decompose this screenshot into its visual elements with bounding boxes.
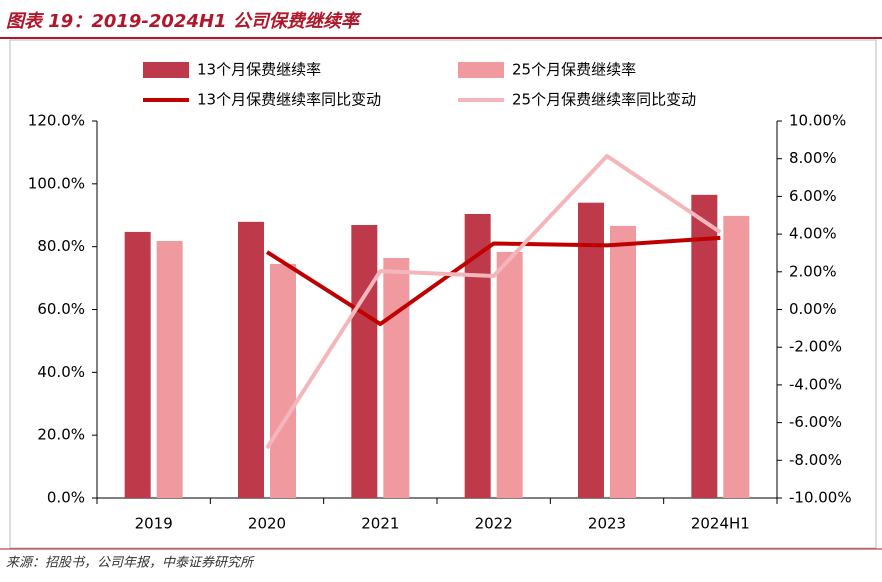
y2-tick-label: -6.00% [789,413,842,431]
line [265,235,721,327]
bar [578,202,604,498]
x-tick-label: 2019 [135,515,173,533]
y2-tick-label: -4.00% [789,375,842,393]
chart-frame [9,39,877,549]
legend-swatch [458,62,504,78]
x-tick-label: 2020 [248,515,286,533]
y2-tick-label: 4.00% [789,225,837,243]
line [265,154,722,450]
y-tick-label: 40.0% [37,363,85,381]
x-tick-label: 2021 [361,515,399,533]
y2-tick-label: -10.00% [789,489,852,507]
bar [124,231,151,499]
legend-label: 13个月保费继续率 [197,61,321,79]
x-tick-label: 2024H1 [691,515,750,533]
legend-swatch [143,62,189,78]
y-tick-label: 80.0% [37,237,85,255]
y-tick-label: 20.0% [37,426,85,444]
legend-label: 25个月保费继续率 [512,61,636,79]
y-tick-label: 0.0% [47,489,85,507]
y2-tick-label: 8.00% [789,149,837,167]
bar [270,263,296,498]
x-tick-label: 2022 [475,515,513,533]
bar [723,215,750,498]
chart-title: 图表 19：2019-2024H1 公司保费继续率 [6,11,362,32]
y2-tick-label: 6.00% [789,187,837,205]
bar [238,221,264,498]
source: 来源：招股书，公司年报，中泰证券研究所 [6,555,255,571]
bar [610,225,636,498]
bar [383,257,410,498]
bar [351,224,378,498]
bar [691,194,718,498]
y2-tick-label: -2.00% [789,338,842,356]
bar [496,252,523,498]
legend-label: 13个月保费继续率同比变动 [197,91,381,109]
y-tick-label: 100.0% [28,174,85,192]
y-tick-label: 120.0% [28,112,85,130]
y2-tick-label: 0.00% [789,300,837,318]
bar [156,241,183,499]
y2-tick-label: -8.00% [789,451,842,469]
x-tick-label: 2023 [588,515,626,533]
y2-tick-label: 10.00% [789,112,846,130]
y-tick-label: 60.0% [37,300,85,318]
y2-tick-label: 2.00% [789,262,837,280]
legend-label: 25个月保费继续率同比变动 [512,91,696,109]
